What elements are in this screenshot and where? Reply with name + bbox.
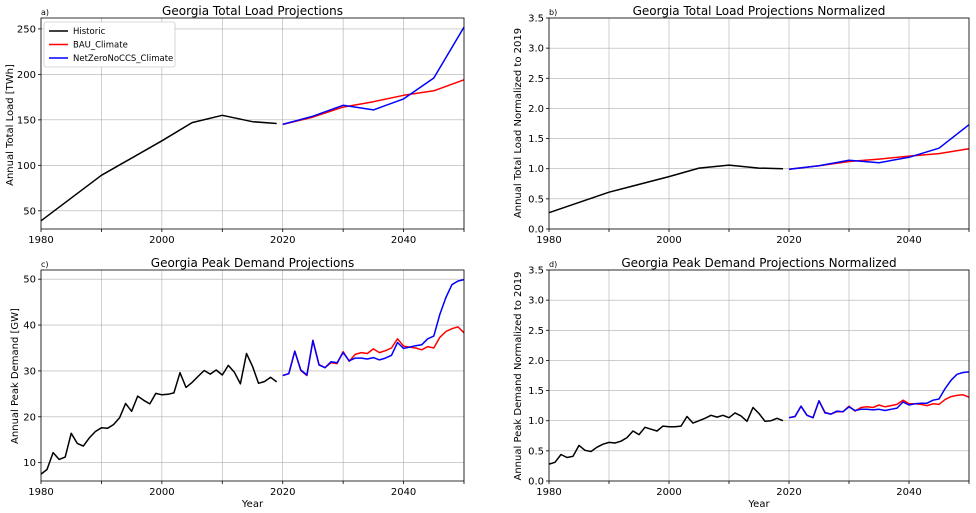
plot-area: 1980 2000 2020 2040 50 100 150 200 250 <box>17 17 465 246</box>
y-axis-label: Annual Peak Demand Normalized to 2019 <box>513 271 524 480</box>
y-tick-label: 0.5 <box>528 446 544 457</box>
y-tick-label: 1.0 <box>528 164 544 175</box>
x-tick-label: 2000 <box>149 235 174 246</box>
x-tick-label: 2020 <box>776 235 801 246</box>
y-tick-label: 3.0 <box>528 44 544 55</box>
series-line <box>282 278 465 377</box>
x-tick-label: 2020 <box>776 487 801 498</box>
x-tick-label: 2000 <box>656 235 681 246</box>
axes-frame <box>548 269 970 482</box>
x-axis-label: Year <box>747 499 770 510</box>
y-tick-label: 150 <box>17 115 36 126</box>
plot-area: 1980 2000 2020 2040 10 20 30 40 50 <box>23 269 465 498</box>
series-line <box>40 352 278 475</box>
panel-d: d) Georgia Peak Demand Projections Norma… <box>513 256 897 510</box>
x-tick-label: 2040 <box>896 235 921 246</box>
panel-label: c) <box>41 260 49 269</box>
y-tick-label: 2.0 <box>528 356 544 367</box>
y-tick-label: 10 <box>23 458 36 469</box>
legend-box <box>43 21 176 68</box>
x-tick-label: 2000 <box>656 487 681 498</box>
plot-area: 1980 2000 2020 2040 0.0 0.5 1.0 1.5 2.0 2.5 3.0 3.5 <box>528 266 970 498</box>
y-tick-label: 250 <box>17 24 36 35</box>
y-tick-label: 2.5 <box>528 326 544 337</box>
chart-title: Georgia Total Load Projections Normalize… <box>633 4 886 18</box>
y-tick-label: 3.5 <box>528 266 544 277</box>
chart-title: Georgia Peak Demand Projections Normaliz… <box>621 256 896 270</box>
x-tick-label: 1980 <box>28 487 53 498</box>
panel-label: b) <box>549 8 557 17</box>
panel-label: a) <box>41 8 49 17</box>
y-tick-label: 0.5 <box>528 194 544 205</box>
axes-frame <box>548 17 970 230</box>
chart-title: Georgia Peak Demand Projections <box>151 256 354 270</box>
x-axis-label: Year <box>241 499 264 510</box>
x-tick-label: 2020 <box>270 487 295 498</box>
panel-b: b) Georgia Total Load Projections Normal… <box>513 4 885 218</box>
y-axis-label: Annual Peak Demand [GW] <box>10 308 21 444</box>
y-tick-label: 200 <box>17 70 36 81</box>
y-axis-label: Annual Total Load [TWh] <box>5 64 16 186</box>
axes-frame <box>40 17 465 230</box>
legend-entry: BAU_Climate <box>73 41 128 51</box>
y-tick-label: 1.0 <box>528 416 544 427</box>
x-tick-label: 2040 <box>391 235 416 246</box>
y-tick-label: 3.5 <box>528 14 544 25</box>
axes-frame <box>40 269 465 482</box>
x-tick-label: 1980 <box>536 487 561 498</box>
series-line <box>40 114 277 222</box>
y-tick-label: 20 <box>23 412 36 423</box>
series-line <box>548 406 784 465</box>
x-tick-label: 2040 <box>896 487 921 498</box>
legend-entry: NetZeroNoCCS_Climate <box>73 54 173 64</box>
y-tick-label: 0.0 <box>528 477 544 488</box>
x-tick-label: 2020 <box>270 235 295 246</box>
y-tick-label: 1.5 <box>528 386 544 397</box>
panel-c: c) Georgia Peak Demand Projections Annua… <box>10 256 354 510</box>
series-line <box>282 26 465 126</box>
y-tick-label: 2.0 <box>528 104 544 115</box>
y-tick-label: 50 <box>23 275 36 286</box>
x-tick-label: 2040 <box>391 487 416 498</box>
panel-a: a) Georgia Total Load Projections Annual… <box>5 4 343 186</box>
series-line <box>548 164 784 214</box>
plot-area: 1980 2000 2020 2040 0.0 0.5 1.0 1.5 2.0 2.5 3.0 3.5 <box>528 14 970 246</box>
series-line <box>282 79 465 126</box>
x-tick-label: 2000 <box>149 487 174 498</box>
y-tick-label: 0.0 <box>528 225 544 236</box>
legend-entry: Historic <box>73 27 106 37</box>
x-tick-label: 1980 <box>536 235 561 246</box>
legend: Historic BAU_Climate NetZeroNoCCS_Climat… <box>43 21 176 68</box>
panel-label: d) <box>549 260 557 269</box>
chart-title: Georgia Total Load Projections <box>162 4 343 18</box>
y-tick-label: 30 <box>23 366 36 377</box>
y-tick-label: 50 <box>23 206 36 217</box>
y-tick-label: 3.0 <box>528 296 544 307</box>
y-axis-label: Annual Total Load Normalized to 2019 <box>513 28 524 218</box>
y-tick-label: 1.5 <box>528 134 544 145</box>
y-tick-label: 40 <box>23 321 36 332</box>
series-line <box>788 124 970 171</box>
series-line <box>788 371 970 419</box>
y-tick-label: 100 <box>17 161 36 172</box>
y-tick-label: 2.5 <box>528 74 544 85</box>
x-tick-label: 1980 <box>28 235 53 246</box>
